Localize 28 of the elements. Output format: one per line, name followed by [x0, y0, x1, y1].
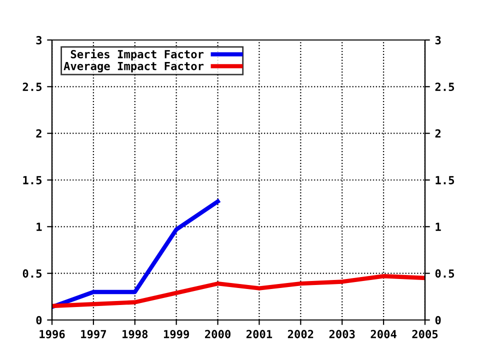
y2-tick-label: 2.5 [435, 82, 454, 92]
x-tick-label: 1999 [164, 330, 189, 338]
legend-label: Series Impact Factor [70, 49, 204, 61]
line-series [52, 199, 220, 310]
y-tick-label: 0 [36, 316, 42, 324]
x-tick-label: 1998 [122, 330, 148, 338]
x-tick-label: 1997 [81, 330, 106, 338]
x-tick-label: 2004 [370, 330, 396, 338]
y-tick-label: 2 [36, 129, 42, 138]
y-tick-label: 1 [36, 222, 42, 231]
y2-tick-label: 1 [436, 222, 441, 231]
y2-tick-label: 2 [435, 129, 440, 138]
y-tick-label: 2.5 [22, 82, 42, 92]
x-tick-label: 2005 [412, 330, 438, 338]
x-tick-label: 2003 [329, 330, 355, 338]
line-series [52, 274, 425, 308]
y2-tick-label: 3 [435, 36, 441, 44]
y-tick-label: 0.5 [22, 269, 42, 278]
x-tick-label: 1996 [40, 330, 65, 338]
legend-label: Average Impact Factor [64, 62, 204, 72]
y2-tick-label: 0.5 [435, 269, 454, 278]
x-tick-label: 2001 [246, 330, 272, 338]
y2-tick-label: 0 [435, 316, 441, 324]
y-tick-label: 3 [36, 36, 42, 44]
y2-tick-label: 1.5 [436, 176, 454, 184]
y-tick-label: 1.5 [23, 176, 42, 184]
x-tick-label: 2002 [288, 330, 314, 338]
x-tick-label: 2000 [205, 330, 230, 338]
